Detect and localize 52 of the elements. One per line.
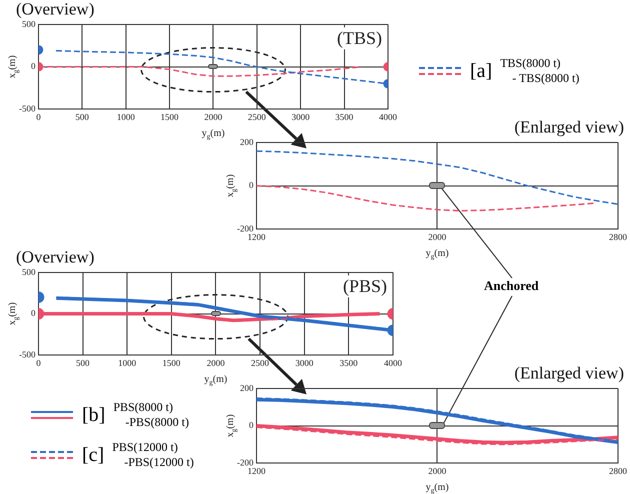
x-tick-label: 3500 bbox=[340, 358, 358, 368]
x-tick-label: 4000 bbox=[384, 358, 402, 368]
chart-title: (Overview) bbox=[16, 0, 94, 19]
text: [a] bbox=[470, 60, 492, 82]
text: -PBS(12000 t) bbox=[123, 455, 194, 470]
text: -PBS(8000 t) bbox=[124, 415, 190, 430]
x-tick-label: 2800 bbox=[609, 466, 628, 476]
annotation: (PBS) bbox=[342, 276, 388, 296]
y-tick-label: 0 bbox=[248, 180, 254, 190]
x-tick-label: 1200 bbox=[247, 232, 266, 242]
y-tick-label: 500 bbox=[22, 18, 36, 29]
x-tick-label: 2500 bbox=[248, 112, 266, 122]
x-tick-label: 500 bbox=[76, 358, 90, 368]
x-tick-label: 2800 bbox=[609, 232, 628, 242]
y-tick-label: -200 bbox=[236, 458, 254, 468]
y-tick-label: -500 bbox=[18, 350, 36, 360]
text: PBS(8000 t) bbox=[113, 400, 174, 415]
y-tick-label: 500 bbox=[22, 266, 36, 277]
x-tick-label: 500 bbox=[75, 112, 90, 122]
y-tick-label: 0 bbox=[248, 420, 254, 430]
y-tick-label: -200 bbox=[236, 224, 254, 234]
x-tick-label: 2000 bbox=[206, 358, 226, 368]
y-tick-label: 0 bbox=[30, 308, 36, 318]
annotation: (TBS) bbox=[337, 28, 382, 48]
annotation: Anchored bbox=[484, 278, 539, 294]
y-tick-label: 0 bbox=[30, 61, 36, 72]
x-tick-label: 1500 bbox=[160, 112, 180, 122]
chart-title: (Overview) bbox=[16, 248, 94, 267]
y-tick-label: 200 bbox=[240, 382, 254, 393]
chart-title: (Enlarged view) bbox=[514, 118, 624, 137]
x-tick-label: 2500 bbox=[251, 358, 270, 368]
x-tick-label: 2000 bbox=[428, 232, 447, 242]
x-tick-label: 1000 bbox=[116, 112, 136, 122]
x-tick-label: 1200 bbox=[247, 466, 266, 476]
x-tick-label: 4000 bbox=[379, 112, 398, 122]
y-tick-label: 200 bbox=[240, 136, 254, 147]
line-series bbox=[256, 185, 596, 212]
y-tick-label: -500 bbox=[18, 104, 36, 114]
x-tick-label: 3000 bbox=[295, 358, 314, 368]
x-tick-label: 3000 bbox=[292, 112, 310, 122]
x-tick-label: 1000 bbox=[118, 358, 137, 368]
x-tick-label: 1500 bbox=[162, 358, 181, 368]
x-tick-label: 2000 bbox=[204, 112, 223, 122]
text: [b] bbox=[82, 404, 106, 426]
text: [c] bbox=[82, 444, 104, 466]
x-tick-label: 3500 bbox=[335, 112, 354, 122]
x-tick-label: 2000 bbox=[428, 466, 447, 476]
text: - TBS(8000 t) bbox=[511, 71, 580, 86]
chart-title: (Enlarged view) bbox=[514, 364, 624, 383]
line-series bbox=[256, 150, 618, 205]
text: PBS(12000 t) bbox=[112, 440, 179, 455]
text: TBS(8000 t) bbox=[500, 56, 562, 71]
